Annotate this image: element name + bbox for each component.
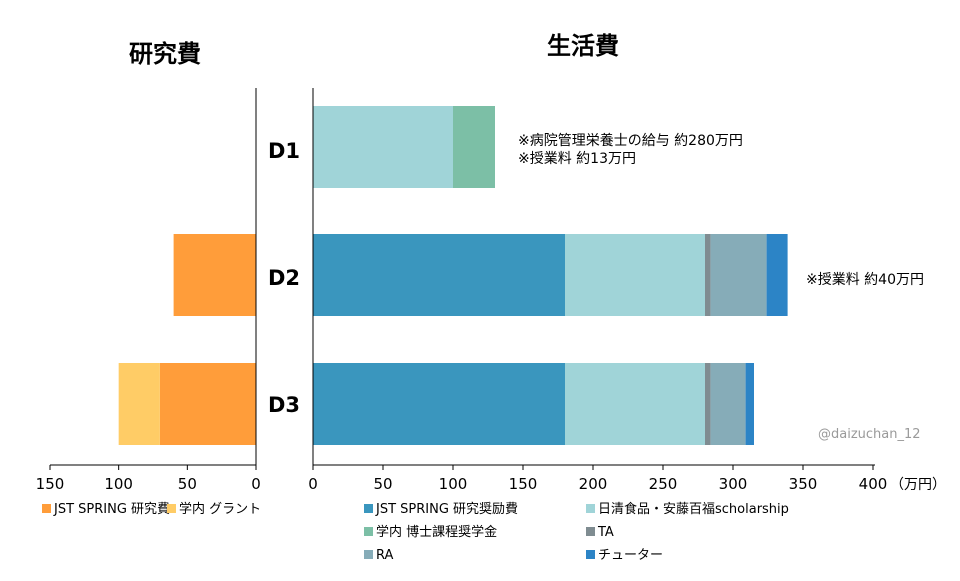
- annotation-d1-tuition: ※授業料 約13万円: [518, 151, 636, 167]
- right-bar-d2-series-4: [710, 234, 767, 316]
- right-bar-d1-series-2: [453, 106, 495, 188]
- right-bars-group: [313, 106, 788, 445]
- left-bars-group: [118, 234, 256, 445]
- legend-right-1: 日清食品・安藤百福scholarship: [586, 501, 789, 517]
- legend-left-1-label: 学内 グラント: [179, 501, 261, 517]
- right-bar-d2-series-5: [766, 234, 788, 316]
- category-label-d1: D1: [268, 139, 300, 163]
- right-bar-d2-series-1: [565, 234, 705, 316]
- right-tick-label: 150: [509, 475, 538, 493]
- legend-right-0-label: JST SPRING 研究奨励費: [375, 502, 518, 517]
- legend-right-2-label: 学内 博士課程奨学金: [376, 524, 497, 540]
- right-bar-d1-series-1: [313, 106, 453, 188]
- watermark: @daizuchan_12: [818, 427, 921, 442]
- left-tick-label: 100: [104, 475, 133, 493]
- left-tick-labels: 150 100 50 0: [36, 465, 261, 493]
- legend-right-1-label: 日清食品・安藤百福scholarship: [598, 501, 789, 517]
- annotation-d1-salary: ※病院管理栄養士の給与 約280万円: [518, 132, 743, 149]
- legend-right-4-swatch: [364, 550, 373, 559]
- legend-right-1-swatch: [586, 504, 595, 513]
- legend-left-0-swatch: [42, 504, 51, 513]
- legend-left-0-label: JST SPRING 研究費: [53, 502, 170, 517]
- right-tick-label: 250: [649, 475, 678, 493]
- legend-right-4-label: RA: [376, 548, 394, 563]
- right-tick-label: 400: [859, 475, 888, 493]
- legend-left-0: JST SPRING 研究費: [42, 502, 170, 517]
- right-bar-d2-series-3: [705, 234, 711, 316]
- right-tick-label: 300: [719, 475, 748, 493]
- legend-right-5-swatch: [586, 550, 595, 559]
- left-tick-label: 50: [178, 475, 197, 493]
- legend-left-1: 学内 グラント: [167, 501, 261, 517]
- legend-right-0: JST SPRING 研究奨励費: [364, 502, 518, 517]
- right-tick-label: 350: [789, 475, 818, 493]
- legend-right-3-swatch: [586, 527, 595, 536]
- category-label-d2: D2: [268, 266, 300, 290]
- legend-right-0-swatch: [364, 504, 373, 513]
- left-bar-d3-series-0: [159, 363, 256, 445]
- unit-label: （万円）: [890, 477, 946, 493]
- legend-right-4: RA: [364, 548, 394, 563]
- right-tick-label: 100: [439, 475, 468, 493]
- annotation-d2-tuition: ※授業料 約40万円: [806, 272, 924, 288]
- right-tick-label: 200: [579, 475, 608, 493]
- right-bar-d3-series-3: [705, 363, 711, 445]
- left-tick-label: 150: [36, 475, 65, 493]
- legend-right-3-label: TA: [597, 525, 614, 540]
- right-bar-d2-series-0: [313, 234, 565, 316]
- right-tick-label: 50: [373, 475, 392, 493]
- right-tick-label: 0: [308, 475, 318, 493]
- left-bar-d2-series-0: [173, 234, 256, 316]
- right-tick-labels: 0 50 100 150 200 250 300 350 400: [308, 465, 887, 493]
- right-chart-title: 生活費: [547, 32, 619, 60]
- legend-left-1-swatch: [167, 504, 176, 513]
- legend-right-5-label: チューター: [598, 548, 663, 563]
- right-bar-d3-series-5: [745, 363, 754, 445]
- legend: JST SPRING 研究費 学内 グラント JST SPRING 研究奨励費 日清食…: [42, 501, 789, 563]
- legend-right-2-swatch: [364, 527, 373, 536]
- right-bar-d3-series-1: [565, 363, 705, 445]
- left-bar-d3-series-1: [118, 363, 160, 445]
- left-chart-title: 研究費: [129, 40, 201, 68]
- legend-right-5: チューター: [586, 548, 663, 563]
- category-label-d3: D3: [268, 393, 300, 417]
- legend-right-2: 学内 博士課程奨学金: [364, 524, 497, 540]
- right-bar-d3-series-4: [710, 363, 746, 445]
- left-tick-label: 0: [251, 475, 261, 493]
- legend-right-3: TA: [586, 525, 614, 540]
- right-bar-d3-series-0: [313, 363, 565, 445]
